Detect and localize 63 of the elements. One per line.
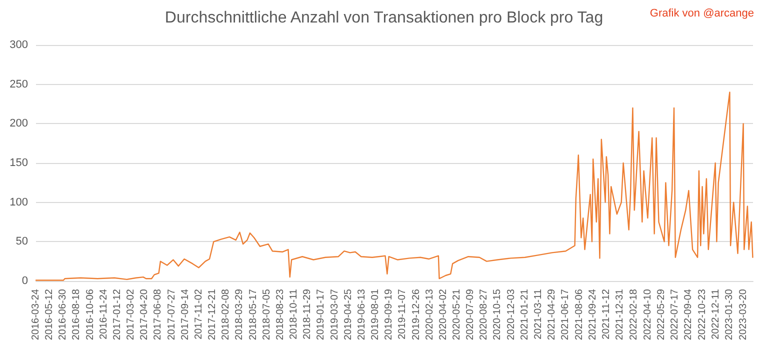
x-tick-label: 2018-03-29 [234,288,246,340]
x-tick-label: 2021-12-31 [614,288,626,340]
x-tick-label: 2021-11-12 [601,288,612,340]
x-tick-label: 2022-02-18 [628,288,640,340]
x-tick-label: 2022-09-04 [683,288,694,340]
x-tick-label: 2017-04-20 [139,288,150,340]
y-tick-label: 0 [22,275,28,287]
x-tick-label: 2023-01-30 [724,288,736,340]
x-tick-label: 2018-05-17 [248,288,259,340]
x-tick-label: 2019-03-07 [329,288,340,340]
y-tick-label: 200 [10,118,28,130]
text: Grafik von @arcange [650,8,754,20]
x-tick-label: 2020-04-02 [438,288,449,340]
x-tick-label: 2016-05-12 [44,288,56,340]
x-tick-label: 2017-12-21 [207,288,218,340]
x-tick-label: 2023-03-20 [738,288,749,340]
x-tick-label: 2018-07-05 [261,288,272,340]
x-tick-label: 2018-11-29 [302,288,314,340]
chart-title: Durchschnittliche Anzahl von Transaktionen pro Block pro Tag [164,10,604,26]
x-tick-label: 2016-08-18 [71,288,82,340]
x-tick-label: 2016-03-24 [30,288,42,340]
x-tick-label: 2020-07-09 [465,288,476,340]
x-tick-label: 2020-02-13 [424,288,436,340]
line-series [35,92,754,281]
x-tick-label: 2017-01-12 [112,288,123,340]
x-tick-label: 2018-10-11 [288,288,300,340]
x-tick-label: 2020-08-27 [478,288,490,340]
y-tick-label: 150 [10,157,28,169]
x-tick-label: 2017-07-27 [166,288,178,340]
x-tick-label: 2021-01-21 [519,288,530,340]
x-tick-label: 2019-09-19 [384,288,395,340]
x-tick-label: 2021-06-17 [560,288,572,340]
x-tick-label: 2019-06-13 [356,288,368,340]
x-tick-label: 2019-12-26 [410,288,422,340]
x-tick-label: 2019-01-17 [316,288,327,340]
x-tick-label: 2022-05-29 [656,288,668,340]
x-tick-label: 2017-09-14 [180,288,191,340]
x-tick-label: 2022-07-17 [670,288,681,340]
x-tick-label: 2020-10-15 [492,288,504,340]
x-tick-label: 2021-03-11 [532,288,544,340]
x-tick-label: 2021-04-29 [546,288,558,340]
x-tick-label: 2018-02-08 [220,288,232,340]
x-tick-label: 2021-09-24 [588,288,599,340]
x-tick-label: 2019-11-07 [397,288,408,340]
y-tick-label: 250 [10,78,28,90]
x-tick-label: 2017-03-02 [126,288,137,340]
x-tick-label: 2017-11-02 [193,288,204,340]
x-tick-label: 2019-08-01 [370,288,382,340]
x-tick-label: 2016-11-24 [98,288,110,340]
y-tick-label: 300 [10,39,28,51]
x-tick-label: 2021-08-06 [574,288,585,340]
x-tick-label: 2018-08-23 [274,288,286,340]
y-tick-label: 50 [16,236,28,248]
x-tick-label: 2022-04-10 [642,288,654,340]
x-tick-label: 2019-04-25 [342,288,354,340]
x-tick-label: 2020-05-21 [452,288,462,340]
x-tick-label: 2017-06-08 [152,288,164,340]
x-tick-label: 2022-12-11 [710,288,722,340]
x-tick-label: 2016-10-06 [84,288,96,340]
x-tick-label: 2020-12-03 [506,288,517,340]
x-tick-label: 2016-06-30 [58,288,69,340]
y-tick-label: 100 [10,196,28,208]
x-tick-label: 2022-10-23 [696,288,708,340]
